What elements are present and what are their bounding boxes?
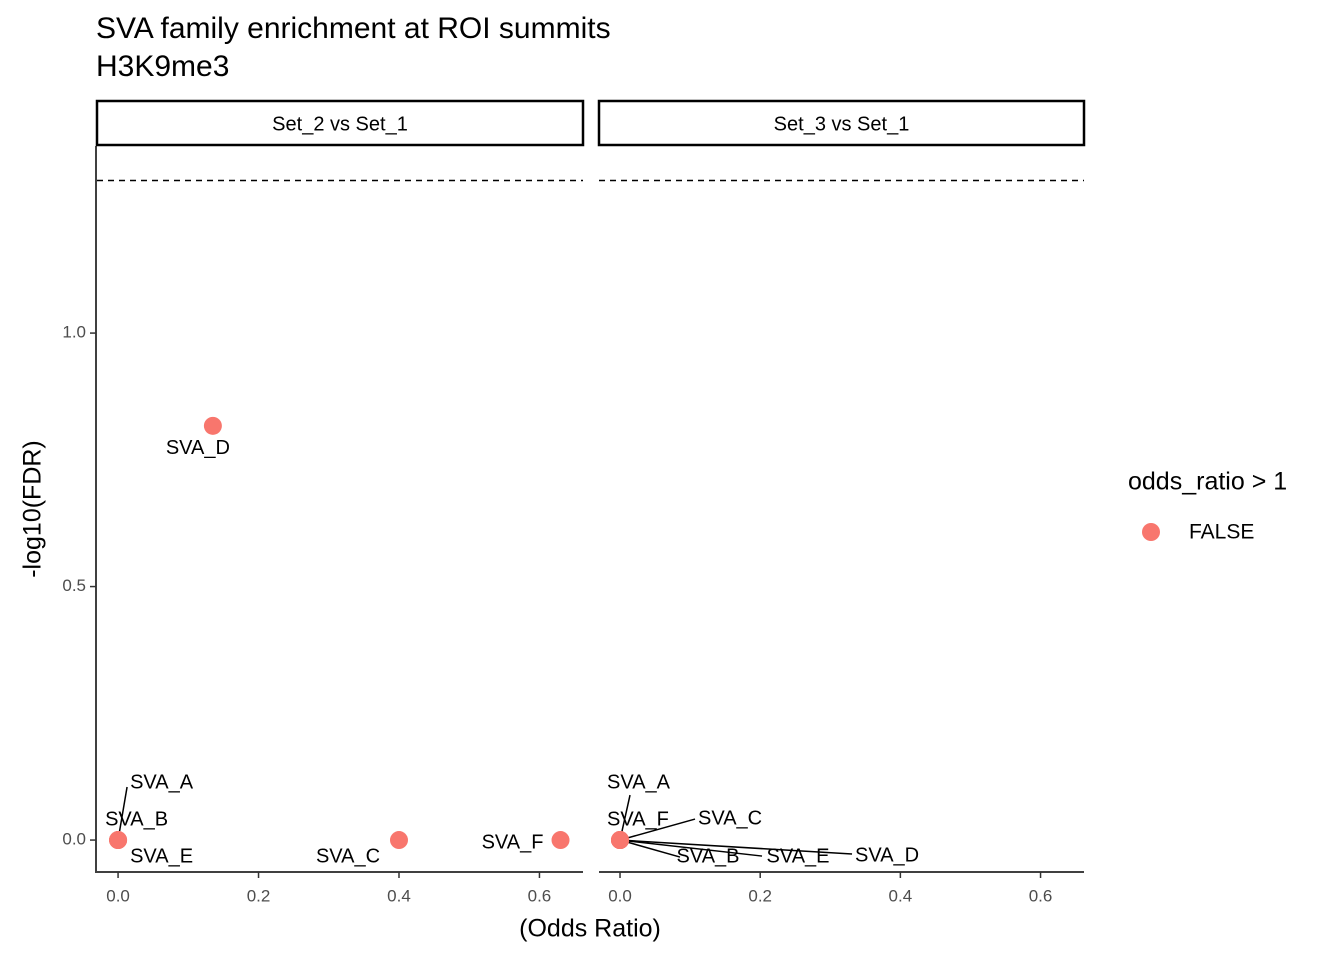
point-label: SVA_C <box>316 845 380 867</box>
y-axis-label: -log10(FDR) <box>19 440 47 578</box>
point-label: SVA_D <box>855 844 919 866</box>
point-label: SVA_E <box>130 845 193 867</box>
point <box>551 831 570 850</box>
leader-line <box>619 839 681 858</box>
point-label: SVA_B <box>105 808 168 830</box>
point-label: SVA_E <box>767 845 830 867</box>
x-axis-label: (Odds Ratio) <box>519 915 661 943</box>
x-tick-label: 0.6 <box>528 886 552 905</box>
point-label: SVA_A <box>130 771 194 793</box>
chart-title: SVA family enrichment at ROI summits <box>96 12 611 45</box>
point-label: SVA_B <box>677 845 740 867</box>
y-tick-label: 0.5 <box>62 576 86 595</box>
point-label: SVA_C <box>698 807 762 829</box>
x-tick-label: 0.4 <box>387 886 411 905</box>
point-label: SVA_D <box>166 437 230 459</box>
legend-label: FALSE <box>1189 521 1254 544</box>
x-tick-label: 0.0 <box>608 886 632 905</box>
x-tick-label: 0.2 <box>247 886 271 905</box>
chart-subtitle: H3K9me3 <box>96 50 229 83</box>
x-tick-label: 0.2 <box>748 886 772 905</box>
point-label: SVA_F <box>607 808 669 830</box>
point-label: SVA_F <box>482 831 544 853</box>
x-tick-label: 0.6 <box>1029 886 1053 905</box>
strip <box>597 99 1086 147</box>
point <box>203 416 222 435</box>
strip <box>95 99 585 147</box>
point <box>109 831 128 850</box>
strip-label: Set_3 vs Set_1 <box>774 113 910 135</box>
leader-line <box>619 839 853 855</box>
point <box>389 831 408 850</box>
strip-label: Set_2 vs Set_1 <box>272 113 408 135</box>
point <box>611 831 630 850</box>
leader-line <box>619 839 763 857</box>
point-label: SVA_A <box>607 771 671 793</box>
y-tick-label: 0.0 <box>62 830 86 849</box>
legend-title: odds_ratio > 1 <box>1128 468 1287 496</box>
legend-marker <box>1142 523 1160 541</box>
leader-line <box>619 818 696 841</box>
y-tick-label: 1.0 <box>62 323 86 342</box>
x-tick-label: 0.4 <box>889 886 913 905</box>
x-tick-label: 0.0 <box>106 886 130 905</box>
